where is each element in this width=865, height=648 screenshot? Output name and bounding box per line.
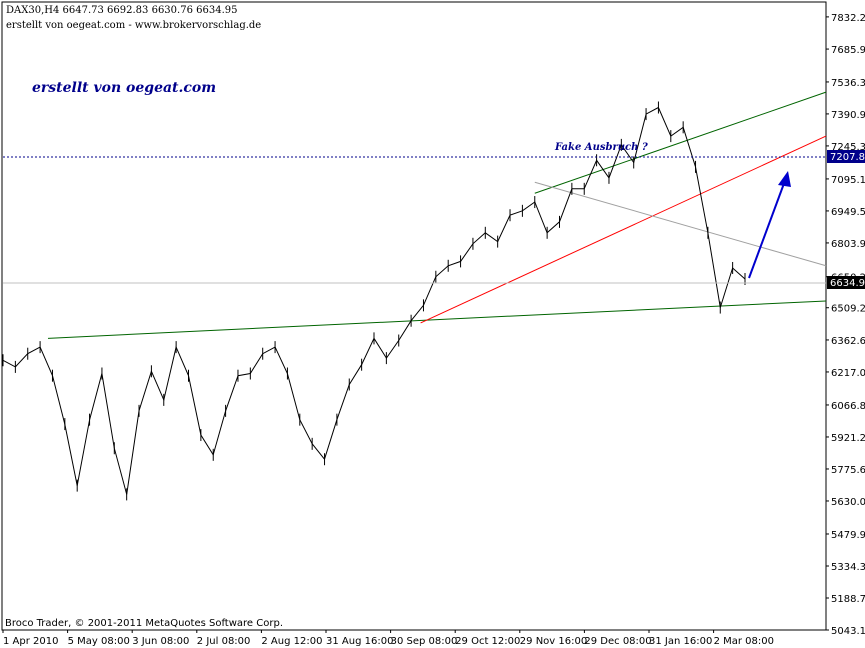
y-tick-label: 5334.30 (831, 562, 865, 573)
x-tick-label: 2 Mar 08:00 (714, 636, 774, 647)
y-tick-label: 7245.30 (831, 142, 865, 153)
x-tick-label: 30 Sep 08:00 (391, 636, 458, 647)
y-tick-label: 6803.95 (831, 239, 865, 250)
trendline (534, 91, 827, 194)
copyright-text: Broco Trader, © 2001-2011 MetaQuotes Sof… (5, 618, 283, 629)
x-tick-label: 2 Jul 08:00 (197, 636, 251, 647)
y-tick-label: 6509.20 (831, 304, 865, 315)
x-tick-label: 3 Jun 08:00 (132, 636, 189, 647)
y-tick-label: 5775.65 (831, 465, 865, 476)
symbol-header: DAX30,H4 6647.73 6692.83 6630.76 6634.95 (6, 5, 237, 16)
y-tick-label: 5921.25 (831, 433, 865, 444)
credit-header: erstellt von oegeat.com - www.brokervors… (6, 20, 261, 31)
trendline (534, 181, 827, 267)
y-tick-label: 7095.15 (831, 175, 865, 186)
x-tick-label: 2 Aug 12:00 (261, 636, 322, 647)
x-tick-label: 29 Oct 12:00 (455, 636, 520, 647)
x-tick-label: 5 May 08:00 (68, 636, 130, 647)
y-tick-label: 5043.10 (831, 626, 865, 637)
y-tick-label: 7536.30 (831, 78, 865, 89)
trendline (47, 300, 827, 339)
watermark-text: erstellt von oegeat.com (32, 80, 216, 96)
chart-area (1, 1, 827, 631)
x-tick-label: 1 Apr 2010 (3, 636, 58, 647)
level-price-label: 7207.81 (830, 152, 865, 163)
x-tick-label: 29 Nov 16:00 (520, 636, 587, 647)
y-tick-label: 6066.85 (831, 401, 865, 412)
current-price-label: 6634.95 (830, 278, 865, 289)
x-tick-label: 31 Aug 16:00 (326, 636, 393, 647)
trendline (420, 135, 827, 324)
y-tick-label: 5630.05 (831, 497, 865, 508)
y-tick-label: 5188.70 (831, 594, 865, 605)
level-price-tag: 7207.81 (827, 150, 865, 163)
y-tick-label: 7685.90 (831, 45, 865, 56)
x-tick-label: 31 Jan 16:00 (649, 636, 712, 647)
y-tick-label: 6949.55 (831, 207, 865, 218)
forecast-arrow (748, 171, 791, 279)
current-price-tag: 6634.95 (827, 276, 865, 289)
y-tick-label: 7390.90 (831, 110, 865, 121)
x-tick-label: 29 Dec 08:00 (584, 636, 651, 647)
y-tick-label: 5479.90 (831, 530, 865, 541)
y-tick-label: 6362.60 (831, 336, 865, 347)
fake-breakout-annotation: Fake Ausbruch ? (554, 142, 648, 153)
y-tick-label: 6217.00 (831, 368, 865, 379)
y-tick-label: 7832.25 (831, 13, 865, 24)
